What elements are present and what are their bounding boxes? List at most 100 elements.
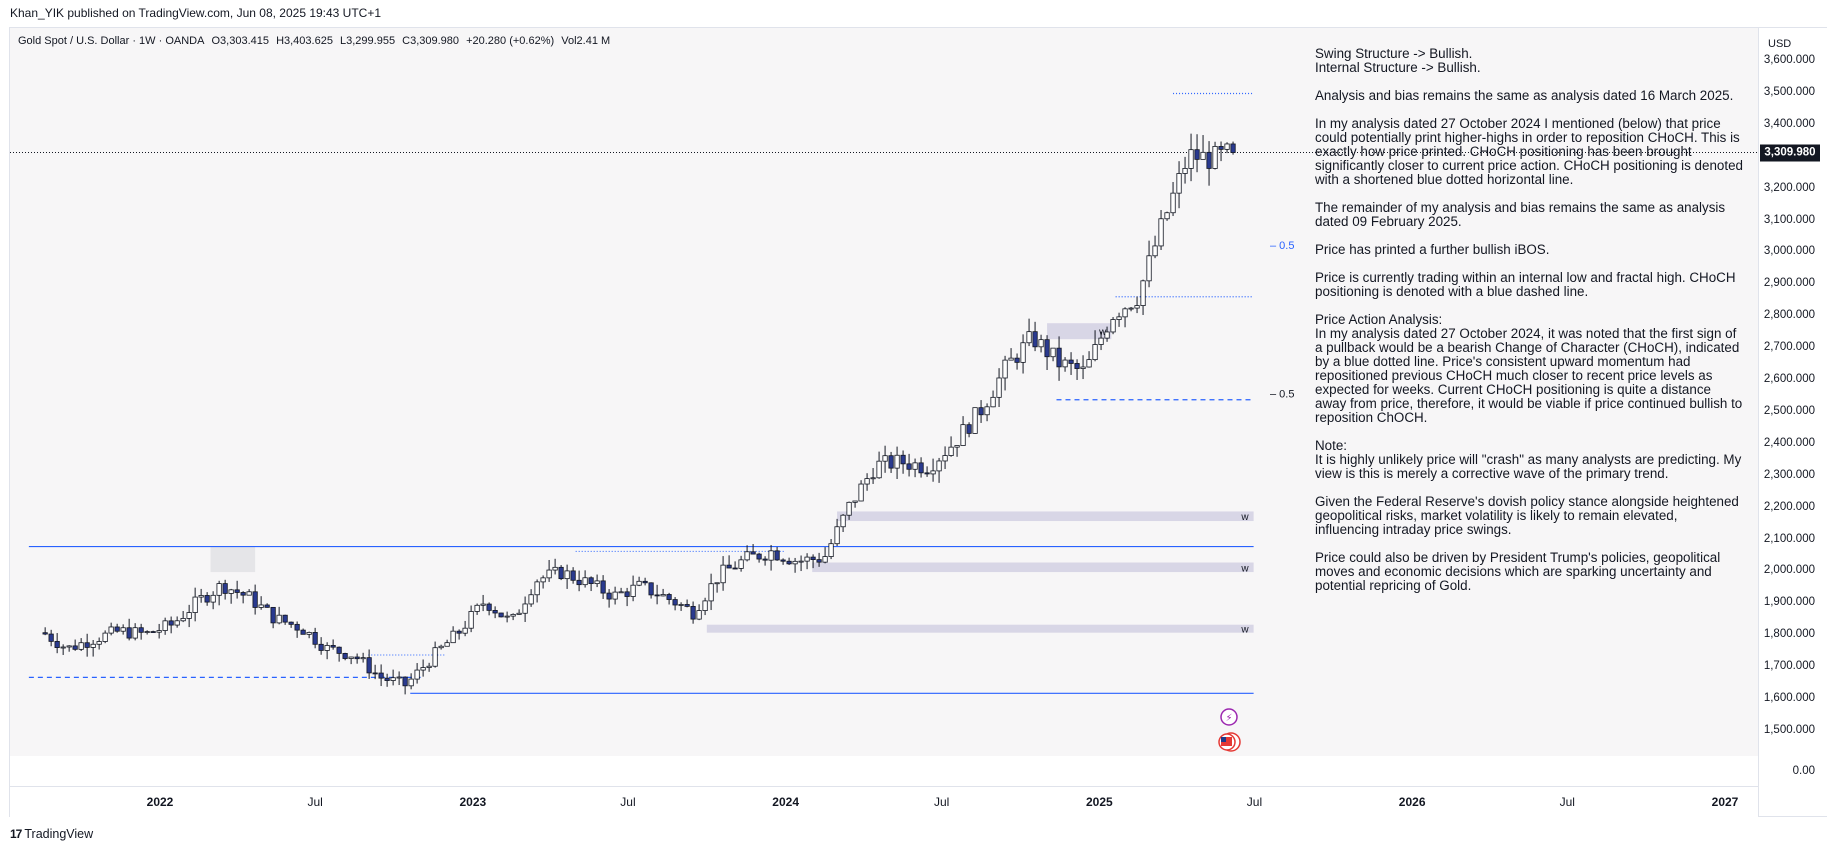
candle-body bbox=[216, 583, 222, 596]
candle-body bbox=[1074, 363, 1080, 369]
candle-body bbox=[1158, 218, 1164, 247]
candle-body bbox=[336, 646, 342, 654]
price-tick-label: 1,800.000 bbox=[1763, 628, 1815, 641]
candle-body bbox=[300, 629, 306, 635]
candle-body bbox=[1164, 212, 1170, 220]
analysis-paragraph: Note: It is highly unlikely price will "… bbox=[1315, 438, 1742, 481]
candle-body bbox=[636, 580, 642, 586]
candle-body bbox=[738, 559, 744, 569]
candle-body bbox=[246, 591, 252, 596]
price-tick-label: 2,400.000 bbox=[1763, 436, 1815, 449]
demand-zone bbox=[812, 562, 1254, 573]
footer-brand[interactable]: TradingView bbox=[24, 827, 94, 841]
candle-body bbox=[618, 591, 624, 594]
candle-body bbox=[474, 604, 480, 612]
candle-body bbox=[1134, 305, 1140, 309]
time-tick-label: Jul bbox=[1559, 795, 1575, 809]
candle-body bbox=[342, 653, 348, 659]
candle-body bbox=[984, 406, 990, 416]
candle-body bbox=[828, 543, 834, 557]
price-tick-label: 1,600.000 bbox=[1763, 692, 1815, 705]
analysis-paragraph: Price is currently trading within an int… bbox=[1315, 270, 1736, 299]
price-tick-label: 3,100.000 bbox=[1763, 213, 1815, 226]
analysis-paragraph: Price has printed a further bullish iBOS… bbox=[1315, 242, 1550, 257]
candle-body bbox=[918, 462, 924, 474]
candle-body bbox=[1062, 359, 1068, 368]
candle-body bbox=[660, 594, 666, 597]
candle-body bbox=[456, 630, 462, 634]
ohlc-open: O3,303.415 bbox=[211, 35, 270, 47]
candle-body bbox=[66, 645, 72, 648]
candle-body bbox=[192, 596, 198, 613]
candle-body bbox=[90, 643, 96, 648]
zone-label: w bbox=[1240, 512, 1249, 523]
candle-body bbox=[564, 570, 570, 580]
candle-body bbox=[876, 460, 882, 479]
candle-body bbox=[366, 657, 372, 674]
candle-body bbox=[372, 672, 378, 675]
candle-body bbox=[444, 642, 450, 647]
candle-body bbox=[96, 641, 102, 645]
analysis-paragraph: Analysis and bias remains the same as an… bbox=[1315, 88, 1734, 103]
candle-body bbox=[276, 614, 282, 624]
price-tick-label-zero: 0.00 bbox=[1792, 765, 1815, 777]
candle-body bbox=[360, 657, 366, 660]
candle-body bbox=[1224, 143, 1230, 150]
analysis-paragraph: Given the Federal Reserve's dovish polic… bbox=[1315, 494, 1739, 537]
symbol-name[interactable]: Gold Spot / U.S. Dollar · 1W · OANDA bbox=[18, 35, 205, 47]
currency-label[interactable]: USD bbox=[1768, 38, 1792, 50]
candle-body bbox=[1092, 344, 1098, 361]
candle-body bbox=[1230, 143, 1236, 153]
zones-layer: w w w w bbox=[210, 323, 1254, 636]
candle-body bbox=[612, 591, 618, 600]
candle-body bbox=[1104, 331, 1110, 339]
candle-body bbox=[54, 640, 60, 648]
candle-body bbox=[960, 424, 966, 446]
candle-body bbox=[786, 560, 792, 565]
candle-body bbox=[762, 558, 768, 561]
candle-body bbox=[804, 556, 810, 562]
event-icons[interactable]: ⚡ bbox=[1218, 708, 1241, 752]
candle-body bbox=[1128, 307, 1134, 310]
candle-body bbox=[516, 612, 522, 615]
candle-body bbox=[996, 377, 1002, 398]
candle-body bbox=[1086, 359, 1092, 368]
candle-body bbox=[1212, 146, 1218, 169]
candle-body bbox=[708, 583, 714, 602]
time-axis[interactable]: 2022 Jul 2023 Jul 2024 Jul 2025 Jul 2026 Jul 2027 bbox=[10, 786, 1758, 817]
candle-body bbox=[930, 470, 936, 475]
candle-body bbox=[894, 454, 900, 469]
levels-layer bbox=[10, 92, 1758, 694]
candle-body bbox=[948, 446, 954, 456]
candle-body bbox=[138, 627, 144, 633]
candle-body bbox=[1050, 347, 1056, 358]
candle-body bbox=[492, 610, 498, 614]
candle-body bbox=[978, 407, 984, 416]
candle-body bbox=[282, 614, 288, 623]
candle-body bbox=[450, 630, 456, 644]
candle-body bbox=[438, 645, 444, 649]
candle-body bbox=[696, 610, 702, 620]
candle-body bbox=[264, 604, 270, 608]
zone-label: w bbox=[1098, 327, 1107, 338]
time-tick-label: 2026 bbox=[1398, 795, 1426, 809]
price-tick-label: 2,100.000 bbox=[1763, 532, 1815, 545]
candle-body bbox=[882, 455, 888, 462]
candle-body bbox=[180, 618, 186, 622]
candle-body bbox=[756, 553, 762, 560]
candle-body bbox=[204, 595, 210, 603]
candle-body bbox=[576, 579, 582, 586]
candle-body bbox=[354, 656, 360, 660]
candle-body bbox=[768, 550, 774, 561]
candle-body bbox=[228, 589, 234, 594]
candle-body bbox=[78, 642, 84, 650]
candle-body bbox=[840, 514, 846, 528]
price-tick-label: 3,400.000 bbox=[1763, 117, 1815, 130]
svg-text:⚡: ⚡ bbox=[1225, 713, 1232, 724]
candle-body bbox=[1020, 342, 1026, 363]
candle-body bbox=[666, 594, 672, 600]
candle-body bbox=[858, 483, 864, 502]
ohlc-change: +20.280 (+0.62%) bbox=[466, 35, 555, 47]
candle-body bbox=[156, 630, 162, 633]
